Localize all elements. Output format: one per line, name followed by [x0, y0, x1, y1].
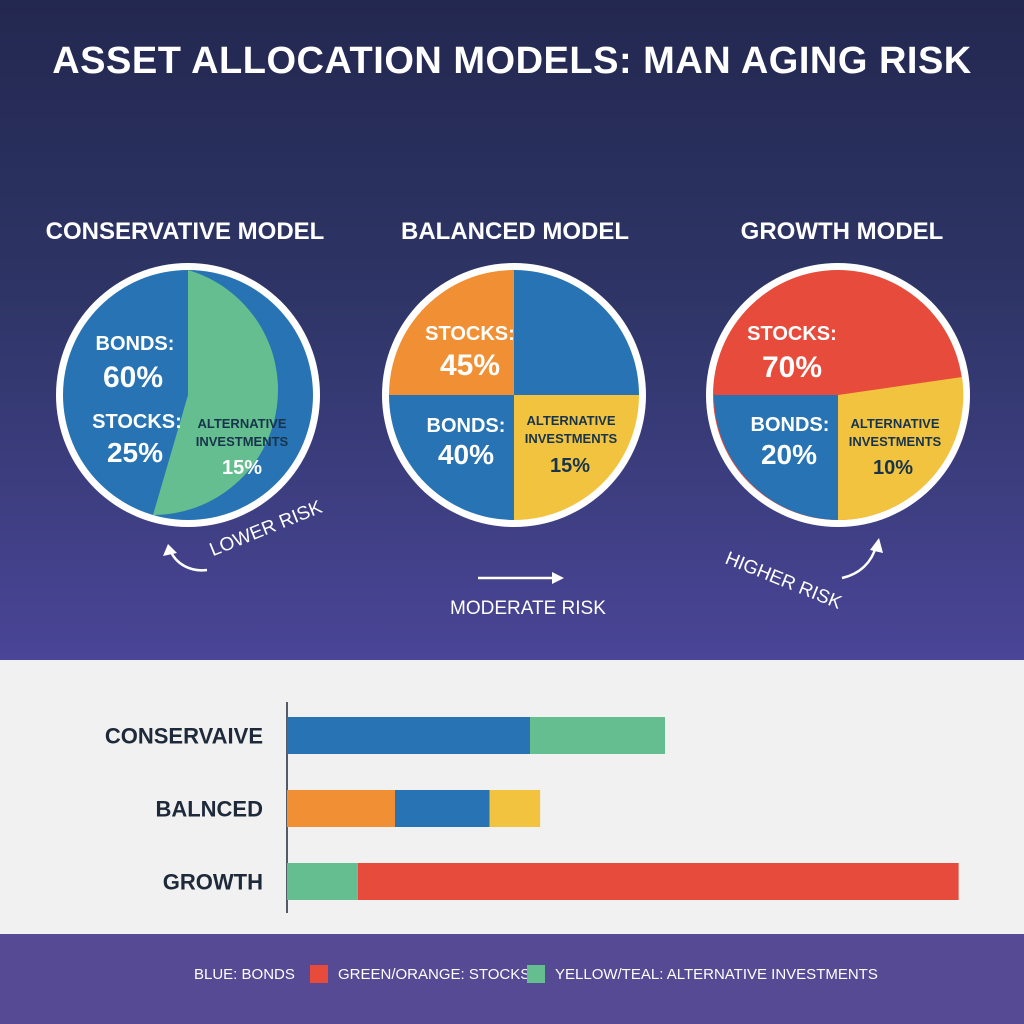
legend-item-stocks: GREEN/ORANGE: STOCKS	[310, 963, 530, 985]
pie-slice-bonds	[389, 395, 514, 520]
bar-segment-stocks-growth	[357, 863, 959, 900]
growth-model-title: GROWTH MODEL	[740, 218, 944, 245]
pie-slice-alternative	[838, 377, 964, 521]
slice-value: 45%	[440, 349, 500, 382]
stacked-bar-chart: CONSERVAIVE BALNCED GROWTH	[105, 702, 959, 913]
conservative-pie: BONDS: 60% STOCKS: 25% ALTERNATIVE INVES…	[56, 263, 320, 527]
legend-swatch	[310, 965, 328, 983]
balanced-model-title: BALANCED MODEL	[401, 218, 629, 245]
legend-band	[0, 934, 1024, 1024]
slice-value: 25%	[107, 437, 163, 468]
growth-pie: STOCKS: 70% BONDS: 20% ALTERNATIVE INVES…	[706, 263, 970, 527]
legend-item-alternative: YELLOW/TEAL: ALTERNATIVE INVESTMENTS	[527, 963, 878, 985]
arrowhead-icon	[552, 572, 564, 584]
balanced-pie: STOCKS: 45% BONDS: 40% ALTERNATIVE INVES…	[382, 263, 646, 527]
bar-segment-alternative-conservative	[287, 863, 358, 900]
arrowhead-icon	[163, 544, 177, 556]
slice-name: BONDS:	[96, 333, 175, 355]
slice-value: 10%	[873, 457, 913, 479]
arrowhead-icon	[870, 538, 883, 553]
slice-name-line2: INVESTMENTS	[196, 434, 289, 449]
slice-name: BONDS:	[427, 415, 506, 437]
slice-value: 40%	[438, 439, 494, 470]
legend-label: GREEN/ORANGE: STOCKS	[338, 965, 531, 983]
slice-name-line1: ALTERNATIVE	[850, 416, 939, 431]
slice-value: 15%	[550, 455, 590, 477]
pie-charts: BONDS: 60% STOCKS: 25% ALTERNATIVE INVES…	[56, 263, 970, 584]
bar-segment-alternative	[489, 790, 541, 827]
moderate-risk-label: MODERATE RISK	[450, 598, 606, 619]
bar-category-label: CONSERVAIVE	[105, 724, 263, 749]
pie-slice-alternative	[153, 270, 279, 516]
bar-category-label: BALNCED	[155, 797, 263, 822]
legend-swatch	[527, 965, 545, 983]
slice-name-line1: ALTERNATIVE	[197, 416, 286, 431]
curved-arrow-icon	[841, 545, 878, 580]
pie-slice-stocks	[389, 270, 514, 395]
slice-name-line2: INVESTMENTS	[525, 431, 618, 446]
slice-value: 70%	[762, 351, 822, 384]
bar-rows: CONSERVAIVE BALNCED GROWTH	[105, 717, 959, 900]
slice-value: 60%	[103, 361, 163, 394]
slice-name: STOCKS:	[92, 411, 182, 433]
bar-segment-bonds	[395, 790, 490, 827]
page-title: ASSET ALLOCATION MODELS: MAN AGING RISK	[52, 40, 972, 82]
legend-label: BLUE: BONDS	[194, 965, 295, 983]
bar-segment-stocks-conservative	[530, 717, 665, 754]
conservative-model-title: CONSERVATIVE MODEL	[45, 218, 325, 245]
legend-label: YELLOW/TEAL: ALTERNATIVE INVESTMENTS	[555, 965, 878, 983]
slice-value: 20%	[761, 439, 817, 470]
bar-category-label: GROWTH	[163, 870, 263, 895]
legend-item-bonds: BLUE: BONDS	[194, 963, 295, 985]
pie-slice-alternative	[514, 395, 639, 520]
slice-name-line2: INVESTMENTS	[849, 434, 942, 449]
slice-name: STOCKS:	[747, 323, 837, 345]
slice-name-line1: ALTERNATIVE	[526, 413, 615, 428]
bar-segment-stocks-balanced	[287, 790, 395, 827]
bar-segment-bonds	[287, 717, 530, 754]
pie-slice-bonds	[714, 395, 838, 520]
slice-value: 15%	[222, 457, 262, 479]
pie-slice-bonds-top	[514, 270, 639, 395]
slice-name: STOCKS:	[425, 323, 515, 345]
slice-name: BONDS:	[751, 414, 830, 436]
